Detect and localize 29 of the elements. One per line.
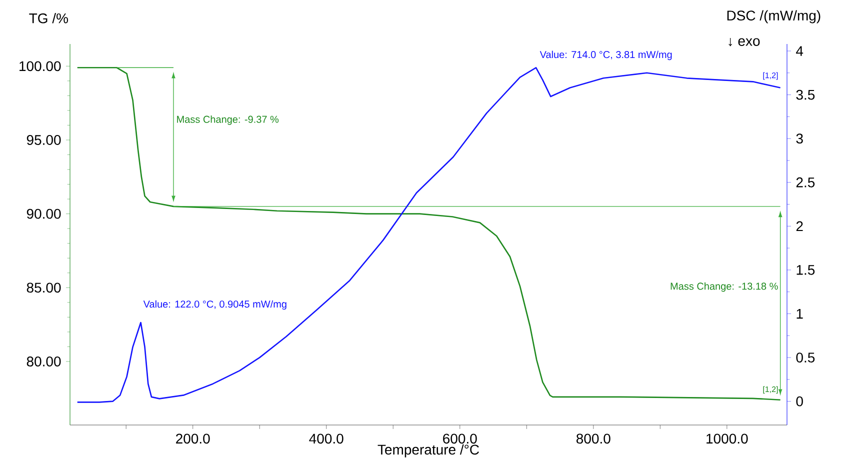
annotation: Value: 122.0 °C, 0.9045 mW/mg xyxy=(143,300,286,310)
y2-tick-label: 3 xyxy=(796,134,803,144)
y2-tick-label: 1.5 xyxy=(796,265,815,275)
y-tick-label: 95.00 xyxy=(26,135,61,145)
y2-tick-label: 3.5 xyxy=(796,90,815,100)
y-tick-label: 100.00 xyxy=(20,61,61,72)
annotation: Mass Change: -13.18 % xyxy=(670,282,778,292)
y-tick-label: 80.00 xyxy=(26,356,61,366)
y2-tick-label: 2 xyxy=(796,221,803,232)
y2-tick-label: 0.5 xyxy=(796,352,815,363)
annotation: [1,2] xyxy=(763,72,778,80)
y2-tick-label: 1 xyxy=(796,308,803,319)
x-tick-label: 600.0 xyxy=(443,434,477,444)
annotation: Mass Change: -9.37 % xyxy=(177,116,279,125)
y2-tick-label: 2.5 xyxy=(796,177,815,188)
annotation: ↓ exo xyxy=(728,38,760,46)
x-tick-label: 400.0 xyxy=(309,434,344,444)
y-tick-label: 90.00 xyxy=(26,208,61,219)
x-tick-label: 200.0 xyxy=(176,434,210,444)
x-tick-label: 800.0 xyxy=(576,434,610,444)
y2-tick-label: 4 xyxy=(796,46,804,56)
x-tick-label: 1000.0 xyxy=(706,434,748,444)
annotation: [1,2] xyxy=(763,386,778,394)
y2-axis-title: DSC /(mW/mg) xyxy=(727,10,820,24)
y2-tick-label: 0 xyxy=(796,396,803,406)
x-axis-title: Temperature /°C xyxy=(378,444,479,458)
y-axis-title: TG /% xyxy=(29,13,68,24)
y-tick-label: 85.00 xyxy=(26,282,61,293)
annotation: Value: 714.0 °C, 3.81 mW/mg xyxy=(540,50,672,60)
